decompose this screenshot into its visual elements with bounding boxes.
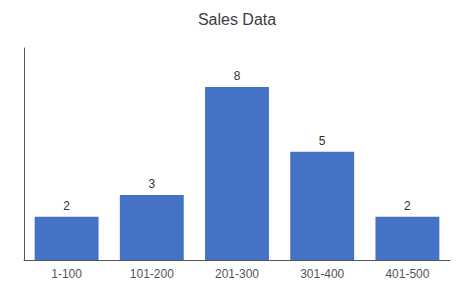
svg-text:101-200: 101-200 [130,267,174,281]
svg-text:2: 2 [63,199,70,213]
svg-text:5: 5 [319,134,326,148]
svg-text:2: 2 [404,199,411,213]
svg-text:1-100: 1-100 [51,267,82,281]
svg-text:Sales Data: Sales Data [198,11,276,28]
svg-text:3: 3 [148,177,155,191]
svg-text:8: 8 [234,69,241,83]
svg-text:201-300: 201-300 [215,267,259,281]
svg-text:301-400: 301-400 [300,267,344,281]
svg-text:401-500: 401-500 [385,267,429,281]
